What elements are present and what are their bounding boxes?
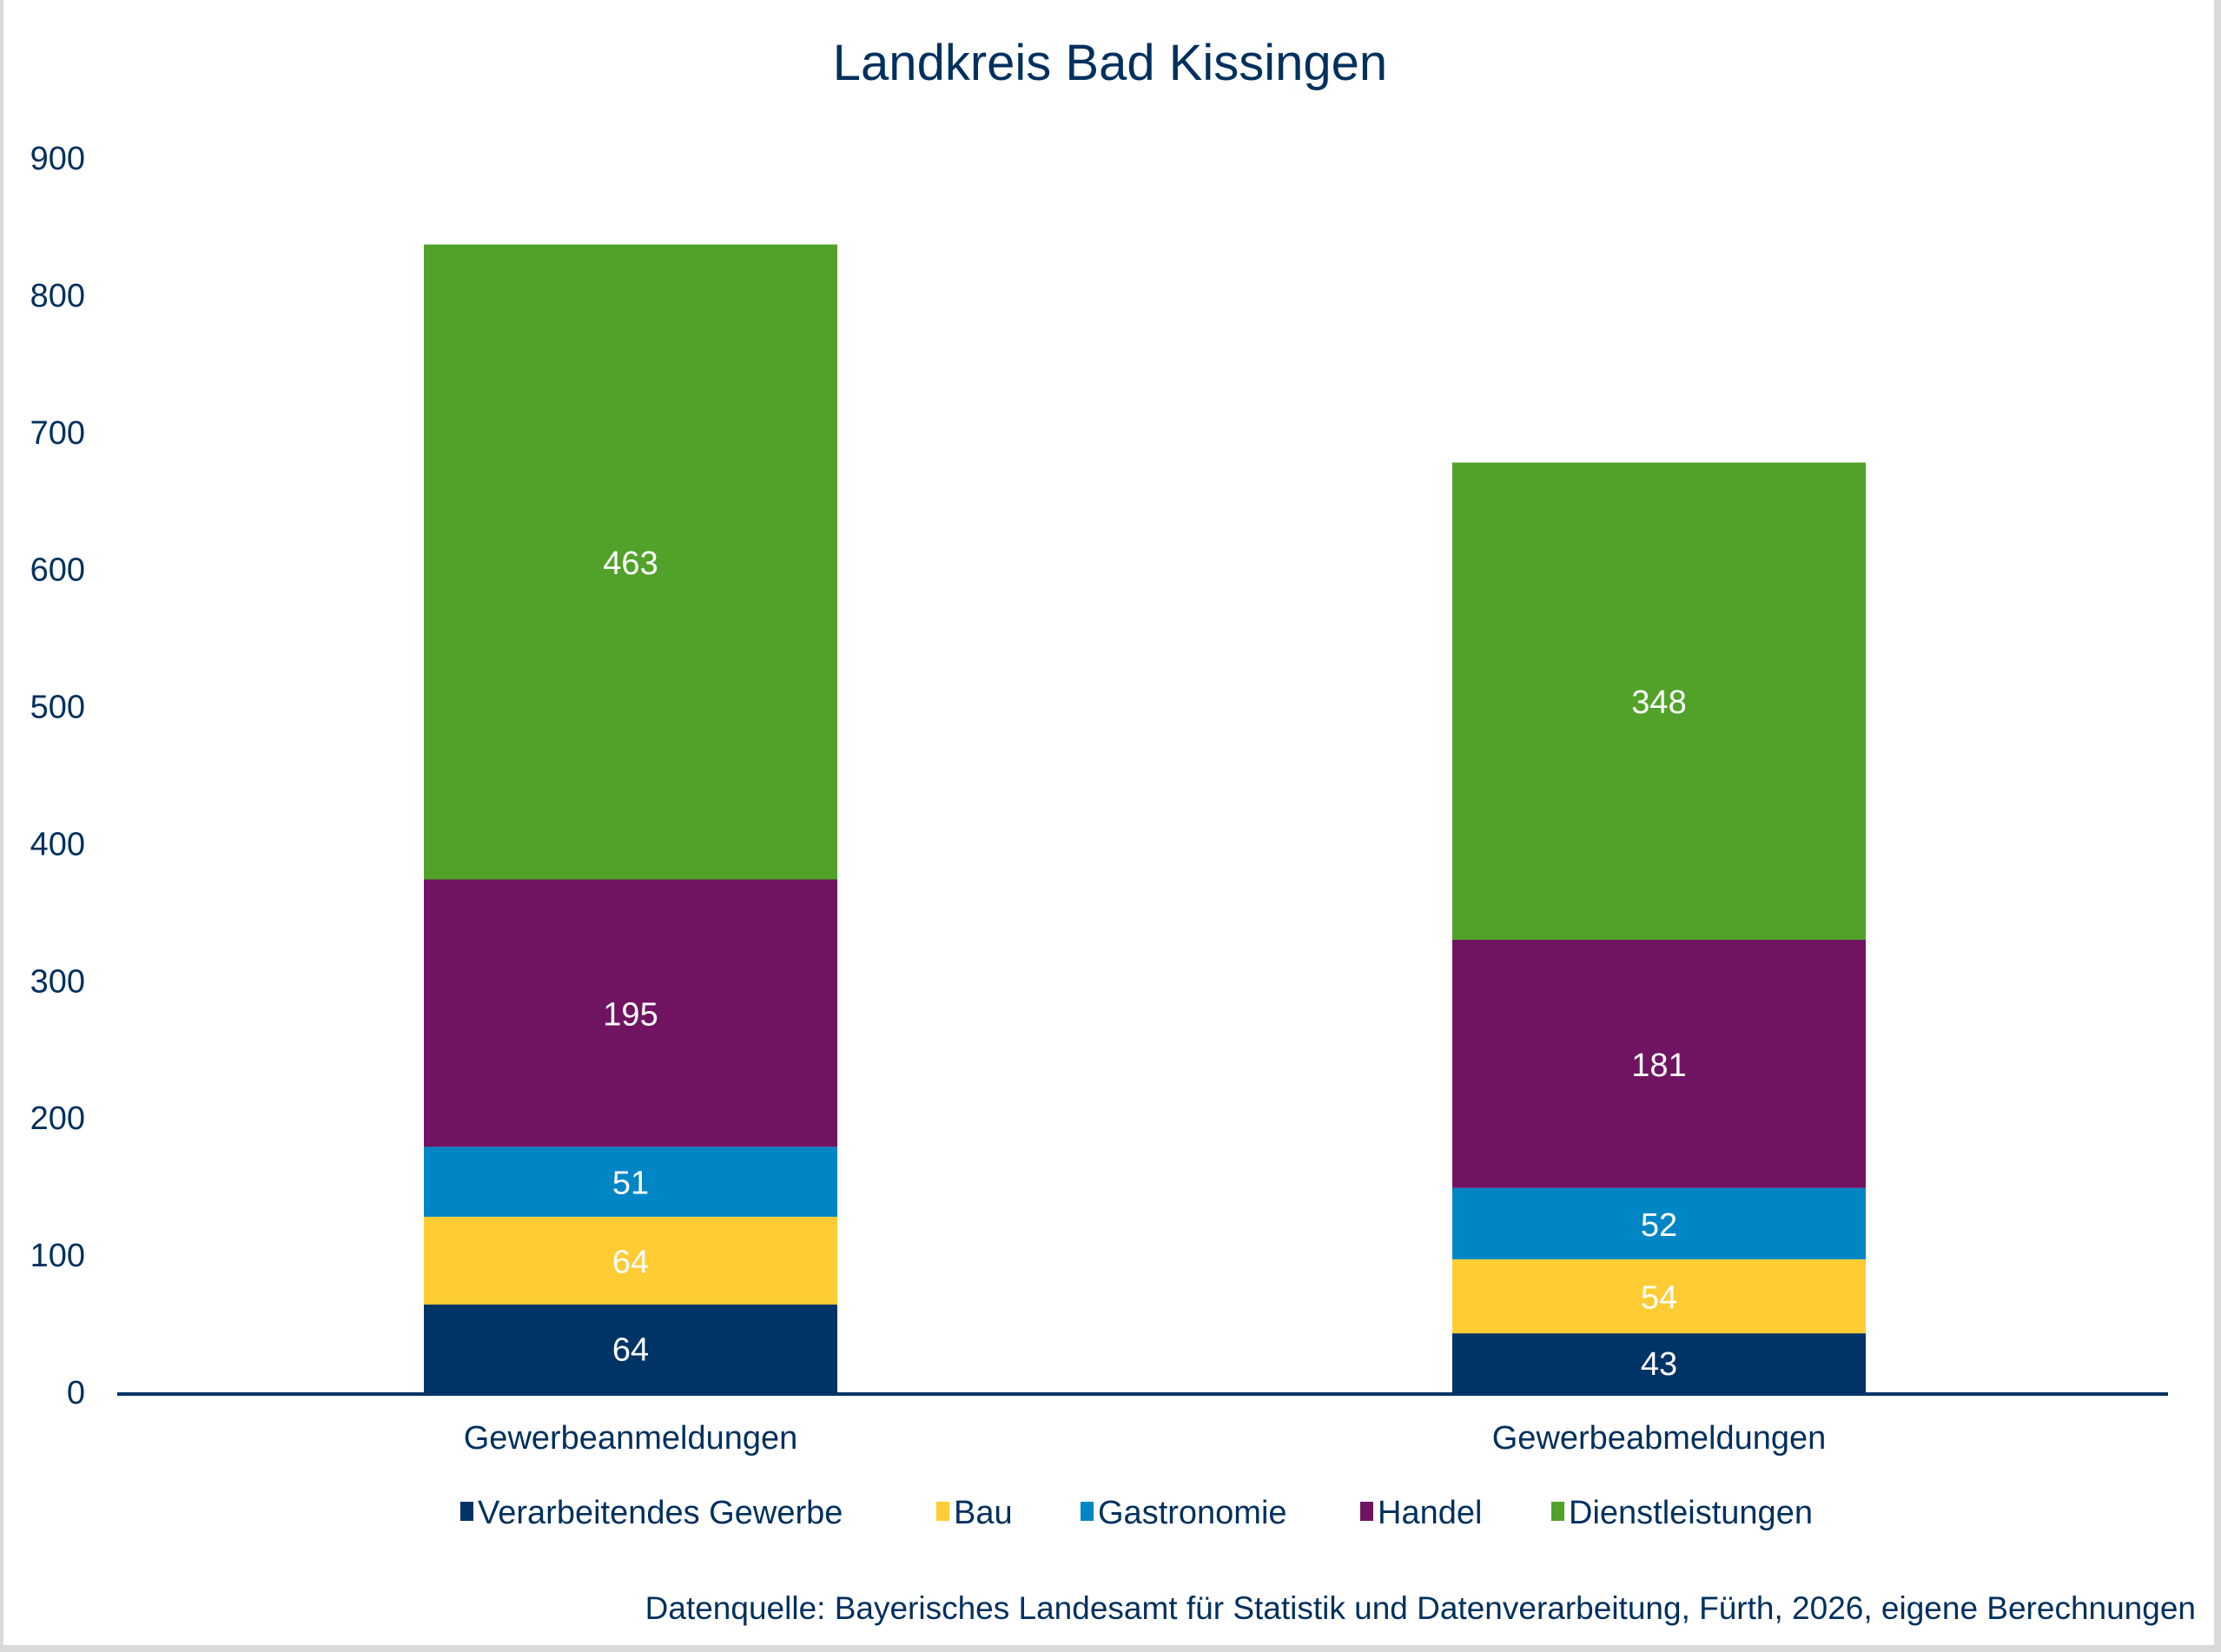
- data-label: 463: [603, 545, 658, 582]
- source-note: Datenquelle: Bayerisches Landesamt für S…: [645, 1590, 2196, 1626]
- legend-swatch: [1360, 1502, 1373, 1521]
- bar-segment: [424, 244, 837, 880]
- legend-label: Gastronomie: [1098, 1495, 1287, 1531]
- y-axis: 0 100 200 300 400 500 600 700 800 900: [30, 141, 85, 1411]
- legend-item: Verarbeitendes Gewerbe: [460, 1495, 843, 1531]
- y-tick-label: 800: [30, 278, 85, 314]
- y-tick-label: 300: [30, 963, 85, 1000]
- bar-segment: [424, 1216, 837, 1305]
- legend-label: Verarbeitendes Gewerbe: [478, 1495, 843, 1531]
- legend-item: Bau: [936, 1495, 1013, 1531]
- legend: Verarbeitendes Gewerbe Bau Gastronomie Hand…: [460, 1495, 1813, 1531]
- legend-swatch: [1081, 1502, 1094, 1521]
- bar-segment: [424, 1304, 837, 1392]
- x-tick-label: Gewerbeabmeldungen: [1492, 1420, 1827, 1457]
- data-label: 54: [1641, 1279, 1677, 1316]
- legend-swatch: [1551, 1502, 1564, 1521]
- bar-stack: 43 54 52 181 348: [1452, 462, 1866, 1392]
- data-label: 64: [612, 1244, 649, 1280]
- y-tick-label: 0: [67, 1375, 85, 1411]
- legend-label: Handel: [1378, 1495, 1482, 1531]
- legend-label: Bau: [954, 1495, 1013, 1531]
- y-tick-label: 200: [30, 1100, 85, 1137]
- y-tick-label: 100: [30, 1238, 85, 1274]
- legend-swatch: [936, 1502, 949, 1521]
- x-tick-label: Gewerbeanmeldungen: [464, 1420, 798, 1457]
- y-tick-label: 900: [30, 141, 85, 177]
- bar-stack: 64 64 51 195 463: [424, 244, 837, 1392]
- data-label: 195: [603, 996, 658, 1033]
- x-axis: Gewerbeanmeldungen Gewerbeabmeldungen: [464, 1420, 1827, 1457]
- bar-segment: [424, 879, 837, 1147]
- legend-label: Dienstleistungen: [1569, 1495, 1813, 1531]
- data-label: 348: [1631, 684, 1686, 721]
- data-label: 43: [1641, 1346, 1677, 1383]
- data-label: 64: [612, 1332, 649, 1368]
- data-label: 181: [1631, 1047, 1686, 1084]
- data-label: 51: [612, 1166, 649, 1202]
- bar-segment: [1452, 1187, 1866, 1259]
- bars: 64 64 51 195 463 43 54 52 181 348: [424, 244, 1866, 1392]
- bar-segment: [1452, 462, 1866, 940]
- legend-swatch: [460, 1502, 473, 1521]
- bar-segment: [424, 1146, 837, 1217]
- legend-item: Dienstleistungen: [1551, 1495, 1813, 1531]
- bar-segment: [1452, 939, 1866, 1188]
- y-tick-label: 500: [30, 690, 85, 726]
- y-tick-label: 400: [30, 826, 85, 862]
- bar-segment: [1452, 1333, 1866, 1392]
- bar-segment: [1452, 1259, 1866, 1334]
- chart-title: Landkreis Bad Kissingen: [833, 35, 1387, 91]
- y-tick-label: 600: [30, 552, 85, 589]
- y-tick-label: 700: [30, 415, 85, 452]
- legend-item: Handel: [1360, 1495, 1482, 1531]
- legend-item: Gastronomie: [1081, 1495, 1287, 1531]
- data-label: 52: [1641, 1207, 1677, 1244]
